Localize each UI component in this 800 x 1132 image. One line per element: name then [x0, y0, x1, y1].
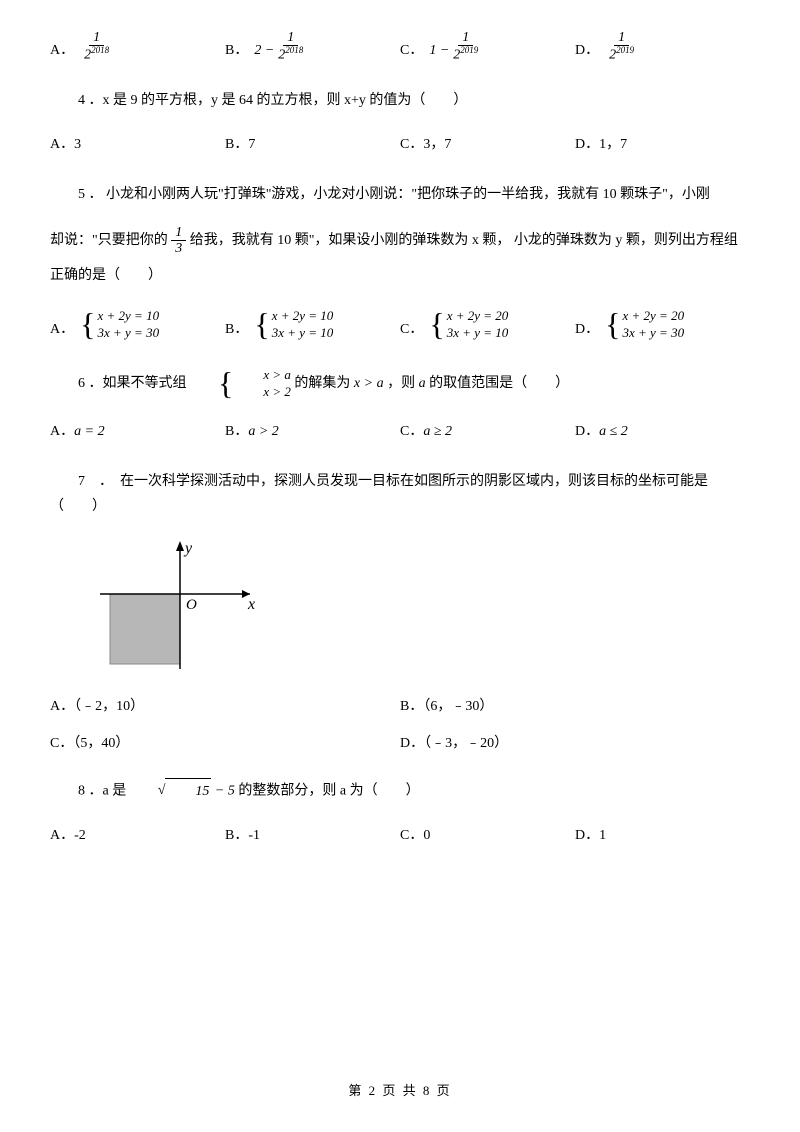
q5-text-line2: 却说："只要把你的 1 3 给我，我就有 10 颗"，如果设小刚的弹珠数为 x …: [50, 225, 750, 257]
origin-label: O: [186, 597, 197, 613]
fraction: 1 22018: [80, 30, 113, 63]
q6-text: 6 ．如果不等式组 { x > ax > 2 的解集为 x > a ，则 a 的…: [50, 367, 750, 401]
q6-option-b: B．a > 2: [225, 419, 400, 444]
q7-option-a: A．（﹣2，10）: [50, 694, 400, 719]
fraction: 1 22019: [605, 30, 638, 63]
q7-text: 7 ． 在一次科学探测活动中，探测人员发现一目标在如图所示的阴影区域内，则该目标…: [50, 469, 750, 519]
option-label: B．: [225, 38, 248, 63]
q4-option-a: A．3: [50, 132, 225, 157]
q5-option-c: C． { x + 2y = 203x + y = 10: [400, 308, 575, 342]
q4-option-d: D．1，7: [575, 132, 750, 157]
option-label: A．: [50, 38, 74, 63]
q8-option-c: C．0: [400, 823, 575, 848]
page-footer: 第 2 页 共 8 页: [0, 1079, 800, 1102]
square-root: √15: [130, 778, 212, 804]
q5-options: A． { x + 2y = 103x + y = 30 B． { x + 2y …: [50, 308, 750, 342]
q4-text: 4 ．x 是 9 的平方根，y 是 64 的立方根，则 x+y 的值为（ ）: [50, 88, 750, 113]
fraction: 1 3: [171, 225, 186, 257]
equation-system: { x + 2y = 103x + y = 10: [254, 308, 333, 342]
q5-option-a: A． { x + 2y = 103x + y = 30: [50, 308, 225, 342]
equation-system: { x + 2y = 203x + y = 30: [605, 308, 684, 342]
q4-option-b: B．7: [225, 132, 400, 157]
option-label: C．: [400, 38, 423, 63]
q5-text-line3: 正确的是（ ）: [50, 263, 750, 288]
q8-option-b: B．-1: [225, 823, 400, 848]
q8-options: A．-2 B．-1 C．0 D．1: [50, 823, 750, 848]
q6-options: A．a = 2 B．a > 2 C．a ≥ 2 D．a ≤ 2: [50, 419, 750, 444]
q7-option-d: D．（﹣3，﹣20）: [400, 731, 750, 756]
option-label: D．: [575, 38, 599, 63]
fraction: 1 22019: [449, 30, 482, 63]
q8-option-d: D．1: [575, 823, 750, 848]
equation-system: { x + 2y = 103x + y = 30: [80, 308, 159, 342]
inequality-system: { x > ax > 2: [190, 367, 291, 401]
q5-option-d: D． { x + 2y = 203x + y = 30: [575, 308, 750, 342]
q3-options: A． 1 22018 B． 2 − 1 22018 C． 1 − 1 22019…: [50, 30, 750, 63]
q7-option-c: C．（5，40）: [50, 731, 400, 756]
q3-option-b: B． 2 − 1 22018: [225, 30, 400, 63]
q8-text: 8 ．a 是 √15 − 5 的整数部分，则 a 为（ ）: [50, 778, 750, 804]
q7-coordinate-diagram: y x O: [100, 539, 260, 669]
q8-option-a: A．-2: [50, 823, 225, 848]
q4-option-c: C．3，7: [400, 132, 575, 157]
q7-options: A．（﹣2，10） B．（6，﹣30） C．（5，40） D．（﹣3，﹣20）: [50, 694, 750, 768]
q4-options: A．3 B．7 C．3，7 D．1，7: [50, 132, 750, 157]
fraction: 1 22018: [274, 30, 307, 63]
equation-system: { x + 2y = 203x + y = 10: [429, 308, 508, 342]
q6-option-d: D．a ≤ 2: [575, 419, 750, 444]
q6-option-c: C．a ≥ 2: [400, 419, 575, 444]
q3-option-a: A． 1 22018: [50, 30, 225, 63]
q6-option-a: A．a = 2: [50, 419, 225, 444]
q5-text-line1: 5 ． 小龙和小刚两人玩"打弹珠"游戏，小龙对小刚说："把你珠子的一半给我，我就…: [50, 182, 750, 207]
q7-option-b: B．（6，﹣30）: [400, 694, 750, 719]
x-axis-label: x: [247, 596, 255, 613]
q5-option-b: B． { x + 2y = 103x + y = 10: [225, 308, 400, 342]
y-axis-label: y: [183, 540, 193, 557]
q3-option-c: C． 1 − 1 22019: [400, 30, 575, 63]
q3-option-d: D． 1 22019: [575, 30, 750, 63]
